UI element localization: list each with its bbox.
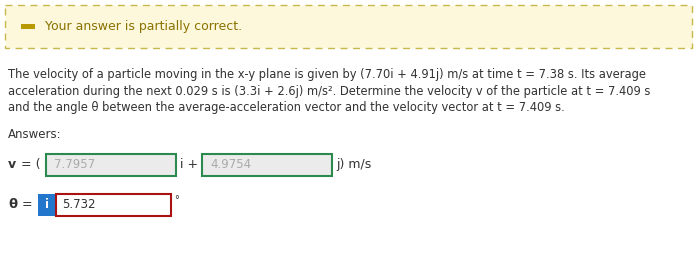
Text: and the angle θ between the average-acceleration vector and the velocity vector : and the angle θ between the average-acce… — [8, 101, 565, 114]
Text: i +: i + — [180, 158, 198, 171]
Bar — [38, 194, 56, 215]
Text: =: = — [18, 198, 33, 211]
Bar — [5, 5, 692, 48]
Text: The velocity of a particle moving in the x-y plane is given by (7.70i + 4.91j) m: The velocity of a particle moving in the… — [8, 68, 646, 81]
Text: j) m/s: j) m/s — [336, 158, 372, 171]
Text: acceleration during the next 0.029 s is (3.3i + 2.6j) m/s². Determine the veloci: acceleration during the next 0.029 s is … — [8, 85, 650, 97]
Bar — [56, 194, 171, 215]
Text: °: ° — [174, 195, 178, 206]
Text: Your answer is partially correct.: Your answer is partially correct. — [45, 20, 242, 33]
Bar — [202, 153, 332, 176]
Text: 7.7957: 7.7957 — [54, 158, 95, 171]
Text: θ: θ — [8, 198, 17, 211]
Text: 5.732: 5.732 — [62, 198, 95, 211]
Bar — [46, 153, 176, 176]
Text: Answers:: Answers: — [8, 127, 61, 141]
Text: 4.9754: 4.9754 — [210, 158, 251, 171]
Text: v: v — [8, 158, 16, 171]
Text: = (: = ( — [17, 158, 40, 171]
Text: i: i — [45, 198, 49, 211]
Bar — [21, 24, 35, 29]
